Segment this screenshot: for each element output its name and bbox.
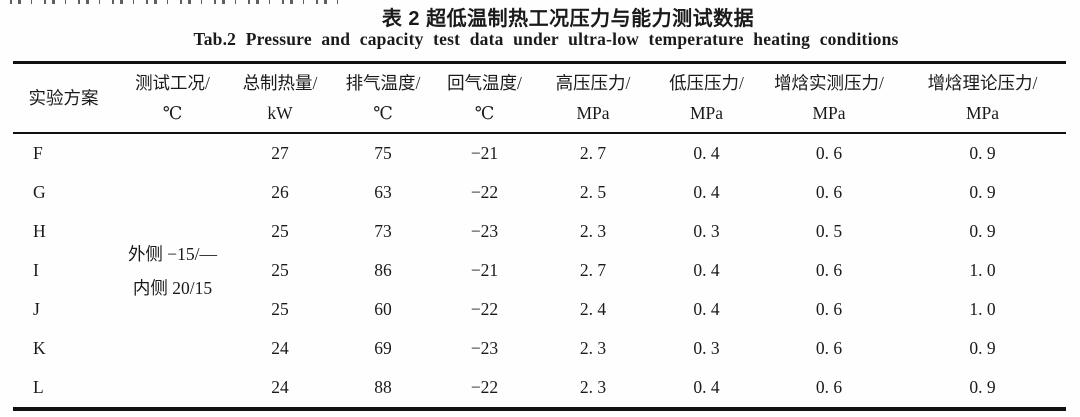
cell-total-heat: 25 — [271, 221, 289, 241]
cell-total-heat: 26 — [271, 182, 289, 202]
cell-scheme: I — [33, 260, 39, 280]
data-table: 实验方案 测试工况/ ℃ 总制热量/ kW 排气温度/ ℃ 回气温度/ ℃ 高压… — [13, 61, 1066, 411]
cell-high-pressure: 2. 4 — [579, 299, 607, 319]
table-row: F 27 75 −21 2. 7 0. 4 0. 6 0. 9 — [13, 134, 1066, 173]
col-header-line1: 回气温度/ — [447, 73, 522, 93]
col-header-line1: 总制热量/ — [242, 73, 318, 93]
cell-evi-theoretical-pressure: 0. 9 — [969, 221, 996, 241]
col-header-total-heat: 总制热量/ kW — [231, 68, 329, 128]
cell-discharge-temp: 63 — [374, 182, 392, 202]
cell-discharge-temp: 86 — [374, 260, 392, 280]
col-header-line2: ℃ — [373, 103, 393, 123]
cell-evi-theoretical-pressure: 0. 9 — [969, 377, 996, 397]
cell-return-temp: −22 — [470, 182, 499, 202]
cell-low-pressure: 0. 4 — [693, 260, 720, 280]
cell-high-pressure: 2. 3 — [579, 377, 607, 397]
col-header-discharge-temp: 排气温度/ ℃ — [329, 68, 437, 128]
col-header-low-pressure: 低压压力/ MPa — [654, 68, 759, 128]
cell-evi-measured-pressure: 0. 6 — [815, 260, 843, 280]
cell-total-heat: 24 — [271, 377, 289, 397]
table-row: H 25 73 −23 2. 3 0. 3 0. 5 0. 9 — [13, 212, 1066, 251]
cell-discharge-temp: 69 — [374, 338, 392, 358]
clipped-previous-line-remnant — [10, 0, 350, 4]
cell-high-pressure: 2. 7 — [579, 260, 607, 280]
col-header-test-condition: 测试工况/ ℃ — [114, 68, 231, 128]
col-header-line2: MPa — [576, 103, 610, 123]
col-header-line2: MPa — [689, 103, 724, 123]
cell-scheme: J — [33, 299, 40, 319]
cell-return-temp: −23 — [470, 338, 499, 358]
condition-line2: 内侧 20/15 — [132, 277, 213, 298]
col-header-line1: 排气温度/ — [345, 73, 421, 93]
cell-evi-theoretical-pressure: 0. 9 — [969, 143, 996, 163]
cell-total-heat: 24 — [271, 338, 289, 358]
cell-scheme: G — [33, 182, 46, 202]
cell-evi-measured-pressure: 0. 6 — [815, 299, 843, 319]
cell-scheme: K — [33, 338, 46, 358]
col-header-line1: 增焓理论压力/ — [927, 73, 1038, 93]
col-header-evi-measured-pressure: 增焓实测压力/ MPa — [759, 68, 899, 128]
cell-scheme: L — [33, 377, 44, 397]
col-header-line1: 测试工况/ — [135, 73, 210, 93]
cell-return-temp: −23 — [470, 221, 499, 241]
cell-return-temp: −22 — [470, 377, 499, 397]
cell-scheme: F — [33, 143, 43, 163]
cell-test-condition-merged: 外侧 −15/— 内侧 20/15 — [114, 134, 231, 407]
cell-evi-theoretical-pressure: 0. 9 — [969, 182, 996, 202]
cell-low-pressure: 0. 3 — [693, 338, 720, 358]
cell-high-pressure: 2. 7 — [579, 143, 607, 163]
cell-high-pressure: 2. 3 — [579, 221, 607, 241]
col-header-return-temp: 回气温度/ ℃ — [437, 68, 532, 128]
cell-evi-measured-pressure: 0. 6 — [815, 143, 843, 163]
cell-evi-measured-pressure: 0. 6 — [815, 377, 843, 397]
col-header-line2: MPa — [812, 103, 846, 123]
cell-total-heat: 25 — [271, 260, 289, 280]
cell-high-pressure: 2. 5 — [579, 182, 607, 202]
col-header-evi-theoretical-pressure: 增焓理论压力/ MPa — [899, 68, 1066, 128]
table-row: I 25 86 −21 2. 7 0. 4 0. 6 1. 0 — [13, 251, 1066, 290]
col-header-scheme: 实验方案 — [13, 83, 114, 113]
col-header-line2: ℃ — [162, 103, 183, 123]
col-header-high-pressure: 高压压力/ MPa — [532, 68, 654, 128]
cell-low-pressure: 0. 4 — [693, 299, 720, 319]
cell-low-pressure: 0. 4 — [693, 377, 720, 397]
table-row: G 26 63 −22 2. 5 0. 4 0. 6 0. 9 — [13, 173, 1066, 212]
cell-total-heat: 27 — [271, 143, 289, 163]
table-title-english: Tab.2 Pressure and capacity test data un… — [193, 29, 899, 49]
cell-total-heat: 25 — [271, 299, 289, 319]
cell-return-temp: −22 — [470, 299, 499, 319]
col-header-line1: 低压压力/ — [669, 73, 744, 93]
cell-scheme: H — [33, 221, 46, 241]
col-header-line2: kW — [267, 103, 293, 123]
cell-discharge-temp: 73 — [374, 221, 392, 241]
col-header-line1: 高压压力/ — [555, 73, 631, 93]
cell-return-temp: −21 — [470, 143, 499, 163]
cell-evi-theoretical-pressure: 0. 9 — [969, 338, 996, 358]
cell-low-pressure: 0. 3 — [693, 221, 720, 241]
table-row: K 24 69 −23 2. 3 0. 3 0. 6 0. 9 — [13, 329, 1066, 368]
table-body: 外侧 −15/— 内侧 20/15 F 27 75 −21 2. 7 0. 4 … — [13, 134, 1066, 407]
cell-return-temp: −21 — [470, 260, 499, 280]
table-title-chinese: 表 2 超低温制热工况压力与能力测试数据 — [381, 8, 755, 30]
table-row: J 25 60 −22 2. 4 0. 4 0. 6 1. 0 — [13, 290, 1066, 329]
cell-low-pressure: 0. 4 — [693, 143, 720, 163]
table-header-row: 实验方案 测试工况/ ℃ 总制热量/ kW 排气温度/ ℃ 回气温度/ ℃ 高压… — [13, 64, 1066, 134]
cell-evi-measured-pressure: 0. 6 — [815, 182, 843, 202]
table-row: L 24 88 −22 2. 3 0. 4 0. 6 0. 9 — [13, 368, 1066, 407]
cell-discharge-temp: 75 — [374, 143, 392, 163]
cell-discharge-temp: 88 — [374, 377, 392, 397]
cell-evi-theoretical-pressure: 1. 0 — [969, 299, 996, 319]
col-header-line1: 实验方案 — [28, 88, 99, 108]
cell-discharge-temp: 60 — [374, 299, 392, 319]
condition-line1: 外侧 −15/— — [127, 243, 218, 264]
cell-high-pressure: 2. 3 — [579, 338, 607, 358]
col-header-line2: MPa — [965, 103, 1000, 123]
cell-evi-theoretical-pressure: 1. 0 — [969, 260, 996, 280]
cell-evi-measured-pressure: 0. 5 — [815, 221, 843, 241]
cell-low-pressure: 0. 4 — [693, 182, 720, 202]
col-header-line2: ℃ — [474, 103, 495, 123]
cell-evi-measured-pressure: 0. 6 — [815, 338, 843, 358]
col-header-line1: 增焓实测压力/ — [774, 73, 884, 93]
